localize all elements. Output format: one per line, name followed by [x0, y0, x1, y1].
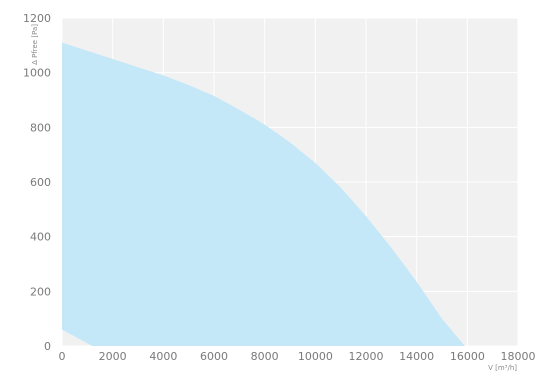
x-tick-label: 14000	[399, 350, 434, 363]
y-tick-label: 400	[30, 231, 51, 244]
y-tick-label: 200	[30, 285, 51, 298]
x-axis-ticks: 0 2000 4000 6000 8000 10000 12000 14000 16000 180…	[59, 350, 536, 363]
x-tick-label: 16000	[450, 350, 485, 363]
y-axis-label: Δ Pfree [Pa]	[31, 24, 39, 65]
operating-range-area	[62, 42, 465, 346]
x-tick-label: 6000	[200, 350, 228, 363]
y-tick-label: 600	[30, 176, 51, 189]
x-tick-label: 8000	[251, 350, 279, 363]
y-tick-label: 800	[30, 121, 51, 134]
y-axis-ticks: 0 200 400 600 800 1000 1200	[23, 12, 51, 353]
x-tick-label: 0	[59, 350, 66, 363]
x-tick-label: 4000	[149, 350, 177, 363]
x-tick-label: 18000	[501, 350, 536, 363]
y-tick-label: 1000	[23, 67, 51, 80]
x-tick-label: 10000	[298, 350, 333, 363]
x-tick-label: 12000	[349, 350, 384, 363]
x-tick-label: 2000	[99, 350, 127, 363]
y-tick-label: 1200	[23, 12, 51, 25]
x-axis-label: V [m³/h]	[488, 364, 517, 372]
y-tick-label: 0	[44, 340, 51, 353]
